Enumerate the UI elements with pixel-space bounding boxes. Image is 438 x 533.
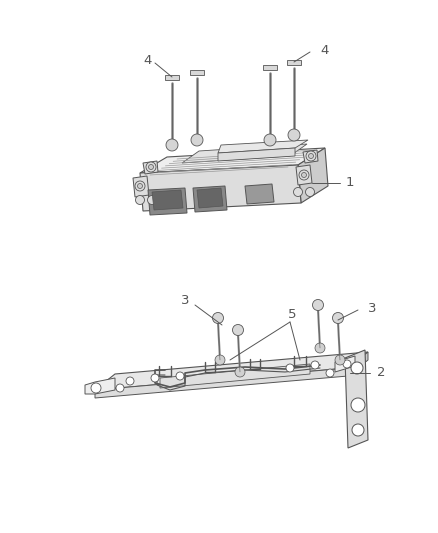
Polygon shape xyxy=(245,184,274,204)
Circle shape xyxy=(138,183,142,189)
Circle shape xyxy=(293,188,303,197)
Text: 5: 5 xyxy=(288,309,296,321)
Polygon shape xyxy=(95,352,368,390)
Circle shape xyxy=(148,165,153,169)
Polygon shape xyxy=(152,190,183,210)
Polygon shape xyxy=(296,165,312,185)
Circle shape xyxy=(166,139,178,151)
Polygon shape xyxy=(348,352,368,376)
Polygon shape xyxy=(140,165,301,211)
Polygon shape xyxy=(143,161,158,174)
Text: 3: 3 xyxy=(181,294,189,306)
Polygon shape xyxy=(190,70,204,75)
Polygon shape xyxy=(193,186,227,212)
Polygon shape xyxy=(218,140,308,153)
Polygon shape xyxy=(345,350,368,448)
Circle shape xyxy=(343,360,351,368)
Circle shape xyxy=(352,424,364,436)
Polygon shape xyxy=(298,148,328,203)
Circle shape xyxy=(351,398,365,412)
Polygon shape xyxy=(335,356,355,372)
Polygon shape xyxy=(140,148,325,173)
Polygon shape xyxy=(160,364,310,388)
Circle shape xyxy=(301,173,307,177)
Circle shape xyxy=(91,383,101,393)
Polygon shape xyxy=(165,75,179,80)
Polygon shape xyxy=(263,65,277,70)
Polygon shape xyxy=(95,368,348,398)
Circle shape xyxy=(151,374,159,382)
Circle shape xyxy=(286,364,294,372)
Circle shape xyxy=(146,162,156,172)
Circle shape xyxy=(191,134,203,146)
Circle shape xyxy=(126,377,134,385)
Circle shape xyxy=(264,134,276,146)
Circle shape xyxy=(312,300,324,311)
Text: 3: 3 xyxy=(368,302,377,314)
Circle shape xyxy=(315,343,325,353)
Circle shape xyxy=(351,362,363,374)
Text: 4: 4 xyxy=(320,44,328,56)
Circle shape xyxy=(306,151,316,161)
Circle shape xyxy=(215,355,225,365)
Circle shape xyxy=(135,181,145,191)
Circle shape xyxy=(148,196,156,205)
Text: 4: 4 xyxy=(144,53,152,67)
Polygon shape xyxy=(287,60,301,65)
Polygon shape xyxy=(133,176,149,197)
Polygon shape xyxy=(182,144,307,163)
Circle shape xyxy=(288,129,300,141)
Polygon shape xyxy=(148,188,187,215)
Circle shape xyxy=(311,361,319,369)
Polygon shape xyxy=(197,188,223,208)
Circle shape xyxy=(212,312,223,324)
Circle shape xyxy=(335,355,345,365)
Circle shape xyxy=(326,369,334,377)
Circle shape xyxy=(305,188,314,197)
Polygon shape xyxy=(85,378,115,394)
Circle shape xyxy=(308,154,314,158)
Circle shape xyxy=(176,372,184,380)
Circle shape xyxy=(233,325,244,335)
Text: 1: 1 xyxy=(346,176,354,190)
Polygon shape xyxy=(303,150,318,163)
Circle shape xyxy=(135,196,145,205)
Circle shape xyxy=(235,367,245,377)
Polygon shape xyxy=(218,148,295,161)
Text: 2: 2 xyxy=(377,367,385,379)
Circle shape xyxy=(116,384,124,392)
Circle shape xyxy=(332,312,343,324)
Circle shape xyxy=(299,170,309,180)
